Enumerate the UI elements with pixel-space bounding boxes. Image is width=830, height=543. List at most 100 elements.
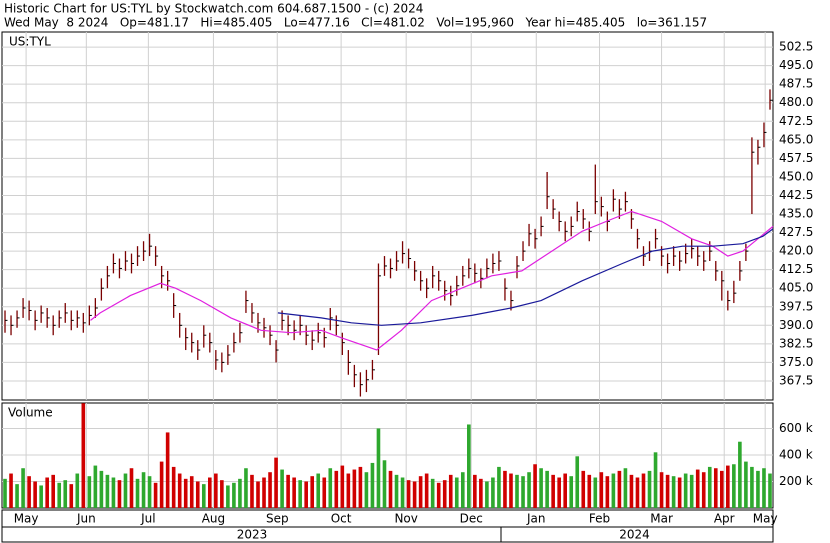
volume-bar xyxy=(15,484,19,508)
volume-bar xyxy=(117,480,122,508)
volume-bar xyxy=(479,478,483,508)
volume-bar xyxy=(756,470,760,508)
volume-bar xyxy=(364,472,369,508)
y-tick-label: 495.0 xyxy=(779,58,813,72)
volume-bar xyxy=(292,477,296,508)
volume-bar xyxy=(232,482,236,508)
volume-bar xyxy=(515,474,519,508)
volume-bar xyxy=(629,474,634,508)
y-tick-label: 480.0 xyxy=(779,95,813,109)
volume-bar xyxy=(623,468,628,508)
volume-bar xyxy=(418,476,423,508)
volume-bar xyxy=(177,473,182,508)
volume-bar xyxy=(394,474,399,508)
volume-bar xyxy=(298,480,302,508)
volume-bar xyxy=(497,466,501,508)
volume-bar xyxy=(159,461,164,508)
volume-bar xyxy=(647,470,652,508)
volume-bar xyxy=(220,480,224,508)
volume-bar xyxy=(183,478,188,508)
volume-bar xyxy=(641,473,646,508)
y-tick-label: 405.0 xyxy=(779,281,813,295)
volume-bar xyxy=(563,473,567,508)
volume-bar xyxy=(208,477,212,508)
volume-bar xyxy=(750,466,754,508)
volume-bar xyxy=(165,432,170,508)
volume-bar xyxy=(370,462,375,508)
volume-bar xyxy=(129,468,134,508)
volume-bar xyxy=(189,476,194,508)
volume-bar xyxy=(738,441,742,508)
volume-bar xyxy=(671,476,676,508)
volume-bar xyxy=(719,470,724,508)
volume-bar xyxy=(21,468,25,508)
y-tick-label: 465.0 xyxy=(779,132,813,146)
y-tick-label: 487.5 xyxy=(779,77,813,91)
volume-bar xyxy=(171,466,176,508)
symbol-label: US:TYL xyxy=(9,35,51,49)
y-tick-label: 427.5 xyxy=(779,225,813,239)
x-tick-label: Sep xyxy=(266,512,289,526)
volume-bar xyxy=(491,477,495,508)
volume-bar xyxy=(768,473,772,508)
volume-bar xyxy=(473,474,477,508)
volume-bar xyxy=(713,468,718,508)
volume-bar xyxy=(51,474,56,508)
volume-bar xyxy=(460,472,465,508)
volume-bar xyxy=(214,473,218,508)
volume-bar xyxy=(310,476,315,508)
volume-bar xyxy=(262,477,266,508)
volume-bar xyxy=(406,480,411,508)
y-tick-label: 442.5 xyxy=(779,188,813,202)
y-tick-label: 390.0 xyxy=(779,318,813,332)
volume-bar xyxy=(57,482,62,508)
volume-bar xyxy=(695,469,700,508)
volume-bar xyxy=(617,470,622,508)
volume-bar xyxy=(123,473,128,508)
volume-bar xyxy=(521,476,525,508)
y-tick-label: 457.5 xyxy=(779,151,813,165)
volume-bar xyxy=(280,469,284,508)
x-tick-label: Jun xyxy=(76,512,96,526)
volume-bar xyxy=(33,481,37,508)
y-tick-label: 400 k xyxy=(779,447,813,461)
volume-bar xyxy=(744,461,748,508)
marks xyxy=(3,89,774,508)
volume-panel xyxy=(1,402,774,509)
volume-bar xyxy=(442,480,447,508)
volume-bar xyxy=(39,485,43,508)
volume-bar xyxy=(286,474,290,508)
volume-bar xyxy=(467,424,471,508)
volume-bar xyxy=(334,470,339,508)
volume-bar xyxy=(762,468,766,508)
moving-average xyxy=(90,210,774,351)
volume-bar xyxy=(328,468,333,508)
volume-bar xyxy=(105,474,110,508)
volume-bar xyxy=(27,476,31,508)
volume-bar xyxy=(593,477,598,508)
volume-bar xyxy=(340,465,345,508)
y-tick-label: 450.0 xyxy=(779,169,813,183)
y-tick-label: 502.5 xyxy=(779,40,813,54)
volume-label: Volume xyxy=(8,406,53,420)
volume-bar xyxy=(551,474,555,508)
volume-bar xyxy=(587,474,592,508)
volume-bar xyxy=(509,473,513,508)
volume-bar xyxy=(436,482,441,508)
y-tick-label: 200 k xyxy=(779,474,813,488)
price-panel xyxy=(1,31,774,401)
volume-bar xyxy=(400,477,405,508)
volume-bar xyxy=(539,468,543,508)
volume-bar xyxy=(533,464,537,508)
volume-bar xyxy=(575,456,580,508)
volume-bar xyxy=(238,478,242,508)
volume-bar xyxy=(430,478,435,508)
volume-bar xyxy=(111,477,116,508)
volume-bar xyxy=(63,480,68,508)
volume-bar xyxy=(665,474,670,508)
volume-bar xyxy=(244,468,248,508)
x-tick-label: May xyxy=(753,512,778,526)
y-tick-label: 375.0 xyxy=(779,355,813,369)
y-tick-label: 420.0 xyxy=(779,244,813,258)
y-tick-label: 600 k xyxy=(779,421,813,435)
